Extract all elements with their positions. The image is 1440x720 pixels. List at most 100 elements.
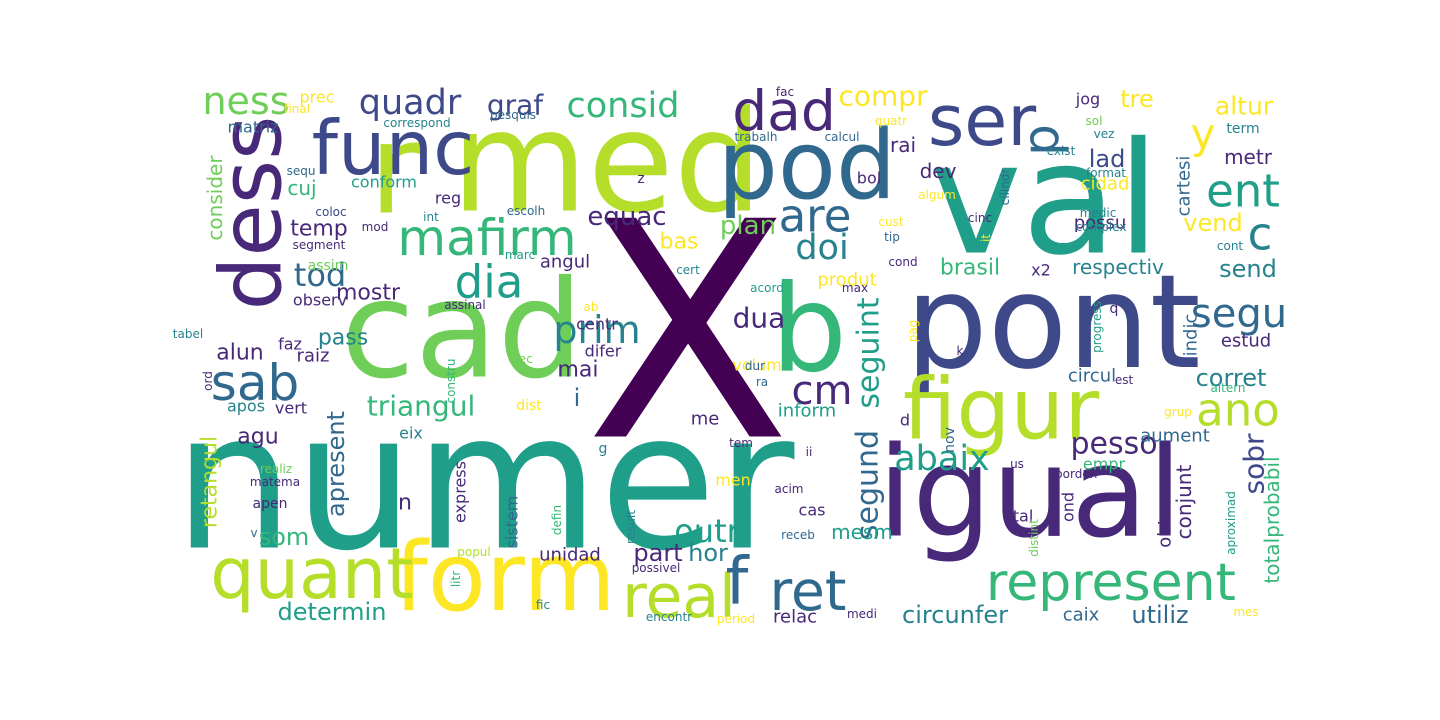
cloud-word: complex <box>1076 220 1127 234</box>
cloud-word: cust <box>878 215 903 229</box>
cloud-word: mod <box>362 220 389 234</box>
cloud-word: r <box>369 98 421 243</box>
cloud-word: final <box>284 102 310 116</box>
cloud-word: sobr <box>1238 433 1271 494</box>
cloud-word: vez <box>1094 127 1115 141</box>
cloud-word: i <box>574 384 581 412</box>
cloud-word: cas <box>799 501 826 520</box>
cloud-word: compr <box>838 80 928 113</box>
cloud-word: indic <box>1181 314 1202 357</box>
cloud-word: cond <box>888 255 917 269</box>
cloud-word: int <box>423 210 439 224</box>
cloud-word: send <box>1219 255 1277 283</box>
cloud-word: vend <box>1183 209 1242 237</box>
cloud-word: max <box>842 281 868 295</box>
cloud-word: express <box>451 461 470 523</box>
cloud-word: tip <box>884 230 900 244</box>
cloud-word: inform <box>778 401 836 422</box>
cloud-word: apos <box>227 397 265 416</box>
cloud-word: temp <box>290 217 348 242</box>
cloud-word: retangul <box>198 436 223 528</box>
cloud-word: outr <box>674 512 740 550</box>
cloud-word: cinc <box>968 211 992 225</box>
cloud-word: tabel <box>173 327 203 341</box>
cloud-word: k <box>957 344 964 358</box>
cloud-word: apen <box>253 496 288 512</box>
cloud-word: real <box>622 562 736 632</box>
cloud-word: term <box>1226 121 1259 137</box>
cloud-word: trabalh <box>735 130 778 144</box>
cloud-word: ness <box>202 79 289 123</box>
cloud-word: defin <box>550 505 564 535</box>
cloud-word: produt <box>817 270 876 291</box>
cloud-word: tod <box>294 256 346 294</box>
cloud-word: us <box>1010 457 1024 471</box>
cloud-word: q <box>1110 301 1119 317</box>
cloud-word: circunfer <box>902 601 1008 629</box>
cloud-word: caix <box>1063 605 1100 626</box>
cloud-word: p <box>1012 124 1070 156</box>
cloud-word: circul <box>1068 366 1116 387</box>
cloud-word: nov <box>942 427 958 453</box>
cloud-word: apresent <box>322 411 350 517</box>
cloud-word: prim <box>553 308 640 352</box>
cloud-word: possu <box>1074 213 1127 234</box>
cloud-word: tem <box>729 436 753 450</box>
cloud-word: escolh <box>507 204 546 218</box>
cloud-word: period <box>717 612 755 626</box>
cloud-word: assinal <box>444 298 485 312</box>
cloud-word: grup <box>1164 405 1192 419</box>
cloud-word: acim <box>775 482 804 496</box>
cloud-word: segu <box>1191 291 1287 337</box>
cloud-word: bol <box>857 169 881 188</box>
cloud-word: unidad <box>539 545 601 566</box>
cloud-word: marc <box>505 248 535 262</box>
cloud-word: bas <box>660 230 699 255</box>
cloud-word: volum <box>732 356 781 375</box>
cloud-word: altern <box>1210 381 1245 395</box>
cloud-word: vert <box>275 399 307 418</box>
cloud-word: pod <box>718 111 897 221</box>
cloud-word: estud <box>1221 331 1271 352</box>
cloud-word: litr <box>449 571 463 587</box>
cloud-word: totalprobabil <box>1260 456 1284 583</box>
cloud-word: abaix <box>894 439 990 479</box>
cloud-word: plan <box>720 211 776 241</box>
cloud-word: encontr <box>646 610 692 624</box>
cloud-word: prec <box>299 88 334 107</box>
cloud-word: segment <box>293 238 346 252</box>
cloud-word: ord <box>201 371 215 391</box>
cloud-word: mafirm <box>397 209 576 267</box>
cloud-word: dist <box>516 398 542 414</box>
cloud-word: difer <box>585 342 622 361</box>
cloud-word: represent <box>986 553 1236 613</box>
cloud-word: hor <box>688 539 728 567</box>
cloud-word: c <box>1248 208 1273 261</box>
cloud-word: men <box>715 471 751 490</box>
cloud-word: tre <box>1120 85 1154 113</box>
cloud-word: reg <box>435 189 461 208</box>
cloud-word: brasil <box>940 256 1000 281</box>
cloud-word: pag <box>906 320 920 343</box>
cloud-word: ii <box>806 445 813 459</box>
cloud-word: medic <box>1080 206 1117 220</box>
cloud-word: obt <box>1155 518 1176 548</box>
cloud-word: consider <box>203 155 227 241</box>
cloud-word: cad <box>341 252 584 409</box>
cloud-word: ano <box>1196 384 1280 437</box>
cloud-word: z <box>637 171 644 187</box>
cloud-word: assim <box>308 258 349 274</box>
cloud-word: cont <box>1217 239 1244 253</box>
cloud-word: igual <box>878 421 1183 566</box>
cloud-word: equac <box>587 202 666 232</box>
cloud-word: utiliz <box>1131 601 1188 629</box>
cloud-word: faz <box>278 335 302 354</box>
cloud-word: empr <box>1083 455 1126 474</box>
cloud-word: triangul <box>367 390 475 423</box>
cloud-word: val <box>930 109 1160 290</box>
cloud-word: observ <box>293 291 347 310</box>
cloud-word: seguint <box>852 297 887 408</box>
cloud-word: cm <box>792 368 853 414</box>
cloud-word: possivel <box>632 561 681 575</box>
